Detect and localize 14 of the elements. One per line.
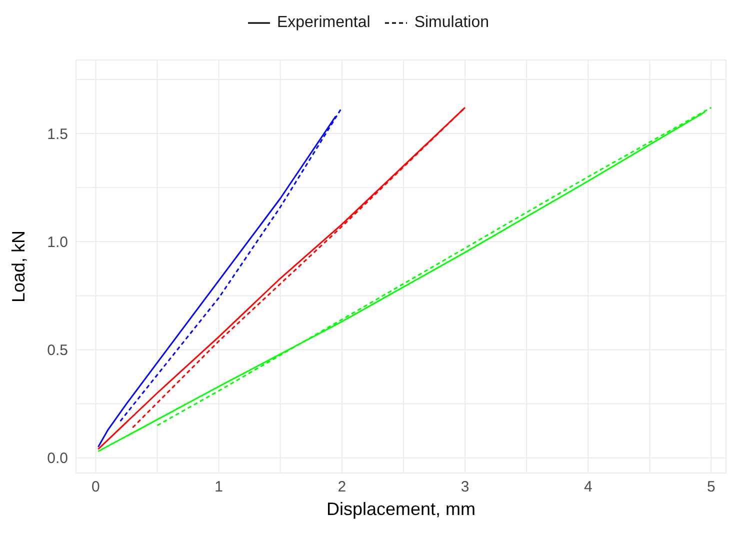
y-axis-title: Load, kN	[8, 230, 28, 303]
x-tick-label: 2	[338, 478, 346, 496]
legend-label: Experimental	[276, 14, 370, 32]
x-tick-label: 0	[92, 478, 100, 496]
x-axis-title: Displacement, mm	[326, 499, 476, 519]
y-tick-label: 0.0	[47, 450, 68, 468]
y-tick-label: 1.5	[47, 126, 68, 143]
y-tick-label: 1.0	[47, 234, 68, 251]
x-tick-label: 3	[460, 478, 470, 496]
x-tick-label: 5	[707, 478, 716, 496]
x-tick-label: 4	[584, 478, 592, 496]
x-tick-label: 1	[214, 478, 223, 496]
legend-label: Simulation	[414, 14, 490, 32]
y-tick-label: 0.5	[47, 342, 68, 360]
